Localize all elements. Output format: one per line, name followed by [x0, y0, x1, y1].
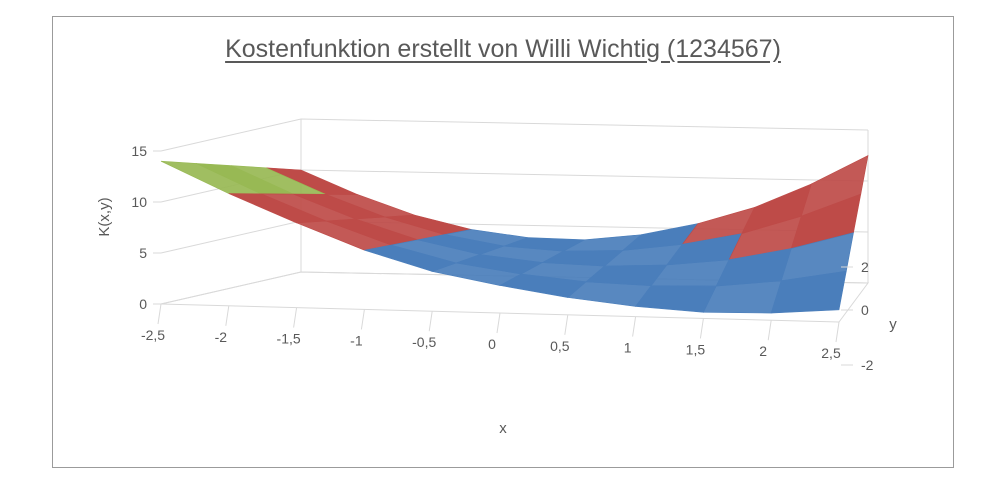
x-tick-label: 2,5: [821, 345, 841, 361]
surface: [160, 154, 869, 314]
x-tick-label: -0,5: [412, 334, 436, 350]
y-tick-label: -2: [861, 357, 874, 373]
z-axis-ticks: 0 5 10 15: [131, 143, 161, 312]
x-tick-mark: [225, 305, 230, 326]
x-tick-mark: [564, 314, 569, 335]
z-tick-label: 10: [131, 194, 147, 210]
x-tick-mark: [835, 321, 840, 343]
gridline-z-3: [160, 118, 869, 152]
x-tick-label: -1,5: [277, 331, 301, 347]
chart-area: Kostenfunktion erstellt von Willi Wichti…: [52, 16, 954, 468]
x-tick-label: 0,5: [550, 338, 570, 354]
x-tick-label: 1,5: [686, 341, 706, 357]
y-axis-title: y: [889, 316, 897, 333]
x-tick-mark: [699, 318, 704, 339]
y-tick-label: 0: [861, 302, 869, 318]
x-tick-label: -1: [350, 332, 363, 348]
y-axis-ticks: 2 0 -2: [841, 259, 874, 373]
y-tick-label: 2: [861, 259, 869, 275]
x-tick-mark: [496, 312, 501, 334]
x-tick-mark: [157, 303, 162, 325]
x-axis-ticks: -2,5 -2 -1,5 -1 -0,5 0 0,5 1 1,5 2 2,5: [141, 303, 841, 361]
x-tick-mark: [360, 309, 365, 330]
x-tick-label: 2: [759, 343, 767, 359]
x-tick-mark: [293, 307, 298, 328]
x-tick-mark: [428, 311, 433, 332]
x-tick-label: -2: [215, 329, 228, 345]
chart-title: Kostenfunktion erstellt von Willi Wichti…: [225, 35, 781, 63]
z-tick-label: 5: [139, 245, 147, 261]
x-tick-mark: [632, 316, 637, 337]
x-axis-title: x: [499, 420, 507, 437]
x-tick-label: 0: [488, 336, 496, 352]
x-tick-label: 1: [624, 340, 632, 356]
z-axis-title: K(x,y): [96, 197, 113, 236]
z-tick-label: 0: [139, 296, 147, 312]
surface-patch: [770, 270, 847, 314]
x-tick-mark: [767, 320, 772, 341]
x-tick-label: -2,5: [141, 327, 165, 343]
z-tick-label: 15: [131, 143, 147, 159]
